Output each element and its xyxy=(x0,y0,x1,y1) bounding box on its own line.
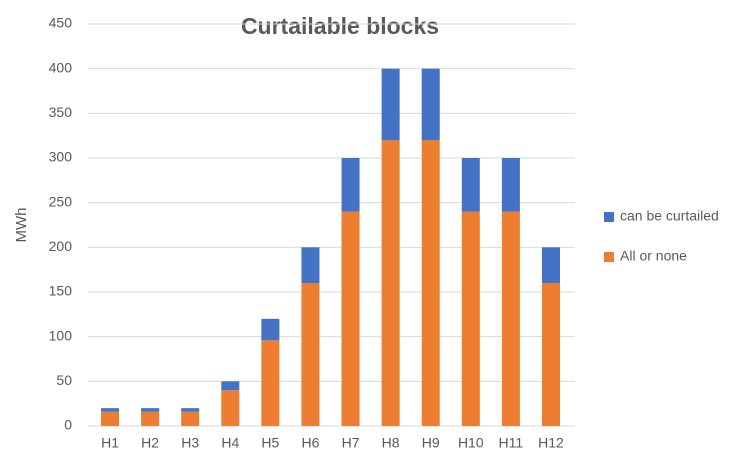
y-tick-label: 100 xyxy=(49,327,73,343)
bar-segment xyxy=(381,68,400,141)
y-tick-label: 300 xyxy=(49,149,73,165)
bar-segment xyxy=(141,408,160,412)
y-tick-label: 150 xyxy=(49,283,73,299)
bar-segment xyxy=(461,158,480,212)
bar-segment xyxy=(181,408,200,412)
x-tick-label: H7 xyxy=(342,435,360,451)
bar-segment xyxy=(421,140,440,426)
x-tick-label: H12 xyxy=(538,435,564,451)
legend-swatch xyxy=(604,252,614,262)
x-tick-label: H8 xyxy=(382,435,400,451)
x-tick-label: H5 xyxy=(261,435,279,451)
chart-title: Curtailable blocks xyxy=(241,13,439,39)
x-tick-label: H10 xyxy=(458,435,484,451)
bar-segment xyxy=(221,381,240,391)
bar-segment xyxy=(541,247,560,284)
legend-label: can be curtailed xyxy=(620,208,719,224)
x-tick-label: H11 xyxy=(499,435,524,451)
y-tick-label: 400 xyxy=(49,59,73,75)
bar-segment xyxy=(501,211,520,426)
bar-segment xyxy=(101,408,120,412)
x-tick-label: H3 xyxy=(181,435,199,451)
legend-swatch xyxy=(604,212,614,222)
bar-segment xyxy=(101,411,120,426)
bar-segment xyxy=(261,318,280,341)
x-tick-label: H6 xyxy=(302,435,320,451)
bar-segment xyxy=(341,158,360,212)
bar-segment xyxy=(421,68,440,141)
x-tick-label: H4 xyxy=(221,435,239,451)
y-tick-label: 450 xyxy=(49,15,73,31)
y-tick-label: 350 xyxy=(49,104,73,120)
bar-segment xyxy=(301,283,320,426)
bar-segment xyxy=(221,390,240,426)
bar-segment xyxy=(301,247,320,284)
y-axis-label: MWh xyxy=(13,208,30,243)
bar-segment xyxy=(341,211,360,426)
y-tick-label: 250 xyxy=(49,193,73,209)
bar-segment xyxy=(501,158,520,212)
bar-segment xyxy=(541,283,560,426)
x-tick-label: H2 xyxy=(141,435,159,451)
y-tick-label: 50 xyxy=(56,372,72,388)
bar-segment xyxy=(381,140,400,426)
legend-label: All or none xyxy=(620,248,687,264)
y-tick-label: 200 xyxy=(49,238,73,254)
bar-segment xyxy=(141,411,160,426)
y-tick-label: 0 xyxy=(64,417,72,433)
x-tick-label: H9 xyxy=(422,435,440,451)
x-tick-label: H1 xyxy=(101,435,119,451)
bar-segment xyxy=(261,340,280,426)
bar-segment xyxy=(181,411,200,426)
bar-segment xyxy=(461,211,480,426)
